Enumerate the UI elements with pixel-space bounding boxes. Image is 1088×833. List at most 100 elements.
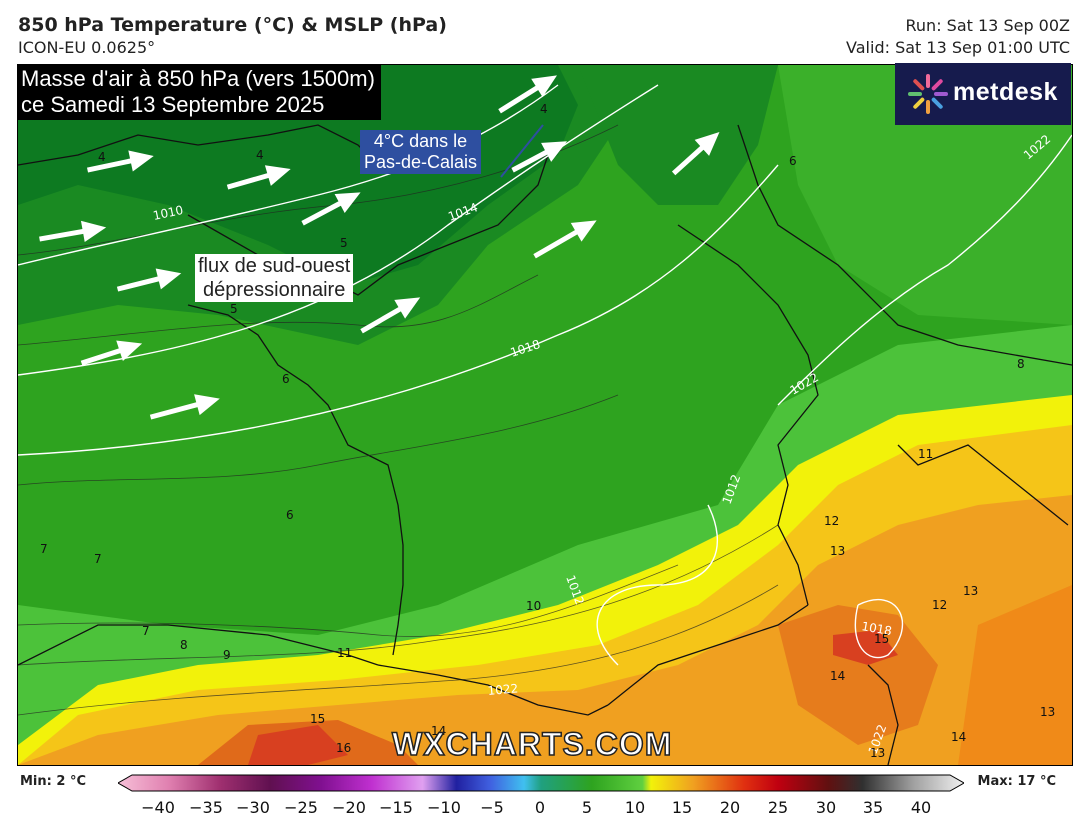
wind-arrow [301,192,361,226]
valid-label: Valid: Sat 13 Sep 01:00 UTC [846,38,1070,57]
field-orange-east [958,585,1072,765]
legend-tick: 40 [910,798,932,817]
annotation-flux-line1: flux de sud-ouest [198,255,351,277]
temp-label: 14 [951,730,966,744]
wind-arrow [533,220,597,259]
temp-label: 15 [874,632,889,646]
model-label: ICON-EU 0.0625° [18,38,156,57]
temp-label: 8 [180,638,188,652]
metdesk-logo-text: metdesk [953,78,1058,106]
coast-corsica [867,664,899,765]
legend-tick: −10 [427,798,461,817]
legend-colorbar [118,774,964,792]
temp-label: 7 [94,552,102,566]
watermark: WXCHARTS.COM [391,725,673,763]
legend-tick: 30 [815,798,837,817]
temp-label: 6 [282,372,290,386]
temp-label: 4 [256,148,264,162]
isobar-1012 [596,504,719,666]
border-east [677,224,819,606]
isobar-label: 1010 [152,203,185,223]
temp-label: 14 [830,669,845,683]
field-green-light-ne [778,65,1072,325]
wind-arrow [498,75,557,114]
temp-label: 12 [824,514,839,528]
annotation-title-line2: ce Samedi 13 Septembre 2025 [21,92,325,117]
annotation-pas-line1: 4°C dans le [373,131,468,151]
border-germany [737,124,1072,366]
run-label: Run: Sat 13 Sep 00Z [905,16,1070,35]
metdesk-logo: metdesk [895,63,1071,125]
legend-tick: −15 [379,798,413,817]
temp-label: 9 [223,648,231,662]
coastlines [18,124,1072,765]
annotation-flux-line2: dépressionnaire [203,279,346,301]
legend-tick: −25 [284,798,318,817]
legend-tick: 20 [719,798,741,817]
field-red-hot-2 [248,725,348,765]
legend-tick: 15 [671,798,693,817]
metdesk-logo-icon [908,74,948,114]
temp-label: 6 [286,508,294,522]
wind-arrow [80,340,143,366]
wind-arrows [39,75,720,420]
temp-label: 11 [918,447,933,461]
border-pyrenees [377,664,609,716]
legend-ticks: −40 −35 −30 −25 −20 −15 −10 −5 0 5 10 15… [0,798,1088,820]
field-green-darker [18,65,578,285]
temp-label: 12 [932,598,947,612]
annotation-title: Masse d'air à 850 hPa (vers 1500m) ce Sa… [17,65,381,120]
wind-arrow [149,394,220,420]
legend-tick: −35 [189,798,223,817]
temp-label: 13 [1040,705,1055,719]
temp-label: 14 [431,724,446,738]
wind-arrow [226,165,291,190]
wind-arrow [86,150,154,173]
temp-label: 5 [230,302,238,316]
pointer-line [500,124,544,178]
legend-tick: −20 [332,798,366,817]
coast-italy [897,444,1069,526]
temp-label: 5 [340,236,348,250]
temp-label-group: 4 4 4 5 5 6 6 6 7 7 7 8 8 9 10 11 11 12 … [40,102,1055,760]
weather-map: 1010 1014 1018 1022 1022 1012 1012 1018 … [17,64,1073,766]
temp-label: 13 [870,746,885,760]
wind-arrow [671,132,720,176]
legend-tick: −5 [480,798,504,817]
temp-label: 4 [540,102,548,116]
legend-tick: −30 [236,798,270,817]
legend-max: Max: 17 °C [977,774,1056,789]
temp-label: 11 [337,646,352,660]
annotation-pas-de-calais: 4°C dans le Pas-de-Calais [360,130,482,174]
isobar-1018 [18,164,779,456]
coast-med [607,604,809,706]
isobar-1018b [854,598,904,659]
temp-contours [18,124,779,716]
coast-brittany [187,304,399,506]
annotation-title-line1: Masse d'air à 850 hPa (vers 1500m) [21,66,375,91]
wind-arrow [116,268,182,292]
temp-label: 13 [963,584,978,598]
wind-arrow [511,141,568,173]
temp-label: 7 [40,542,48,556]
isobar-1022 [777,134,1072,406]
legend-tick: 0 [534,798,546,817]
temp-label: 15 [310,712,325,726]
isobar-label: 1018 [860,619,893,638]
annotation-pas-line2: Pas-de-Calais [364,152,478,172]
legend-tick: −40 [141,798,175,817]
coast-spain-north [18,624,379,666]
coast-britain [18,124,379,166]
temp-label: 4 [98,150,106,164]
wind-arrow [39,220,107,243]
temp-label: 16 [336,741,351,755]
legend-tick: 35 [862,798,884,817]
field-red-hot [833,630,898,665]
temp-label: 10 [526,599,541,613]
chart-title: 850 hPa Temperature (°C) & MSLP (hPa) [18,14,447,36]
wind-arrow [360,297,421,334]
temp-label: 13 [830,544,845,558]
temp-label: 7 [142,624,150,638]
annotation-flux: flux de sud-ouest dépressionnaire [195,254,354,302]
legend-tick: 25 [767,798,789,817]
